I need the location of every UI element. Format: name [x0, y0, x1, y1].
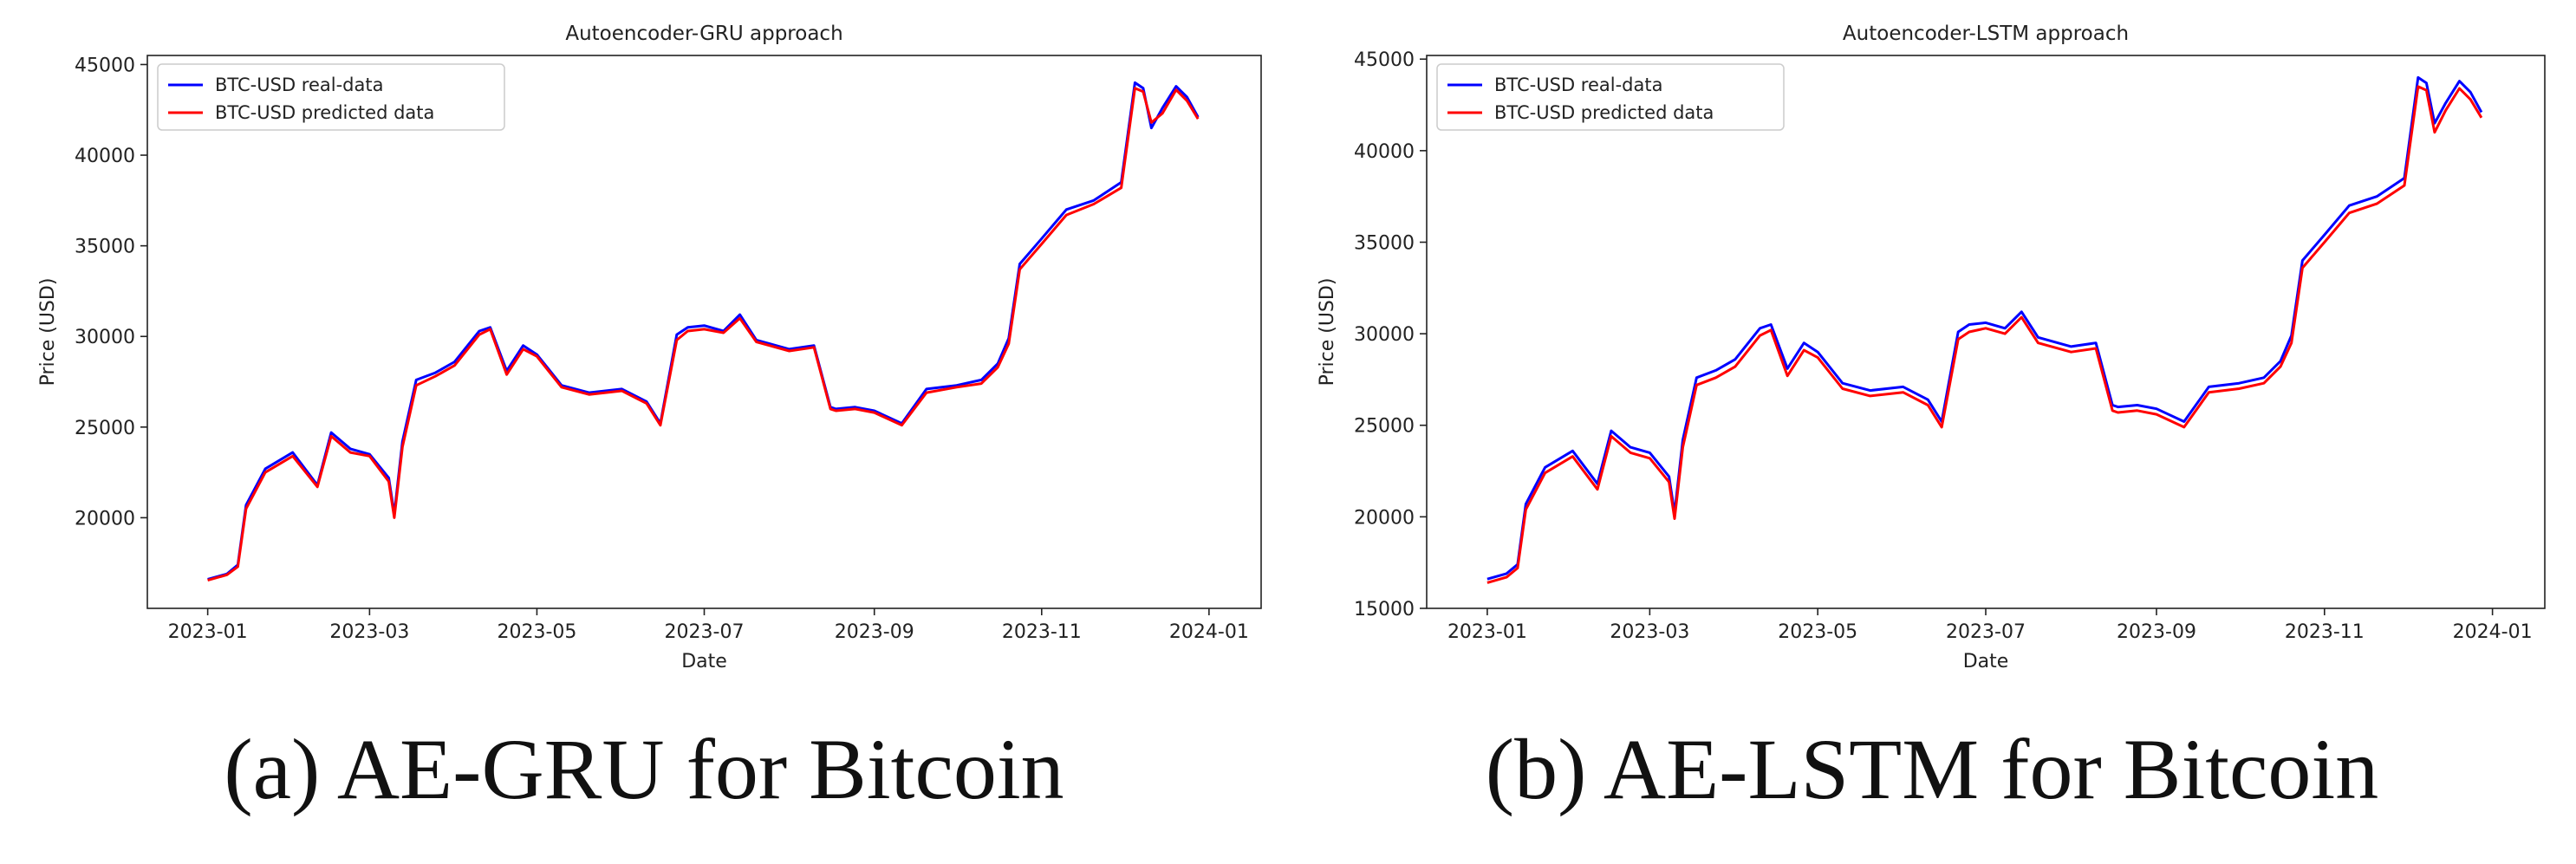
plot-frame	[146, 55, 1262, 609]
legend-label: BTC-USD real-data	[1494, 75, 1662, 95]
legend-label: BTC-USD predicted data	[1494, 102, 1714, 123]
plot-frame	[1426, 55, 2546, 609]
x-tick-label: 2023-07	[665, 621, 745, 643]
y-axis-label: Price (USD)	[37, 278, 59, 387]
x-tick-label: 2023-09	[835, 621, 914, 643]
y-axis-label: Price (USD)	[1317, 278, 1338, 387]
legend-box	[1436, 63, 1785, 131]
x-tick-label: 2023-03	[329, 621, 409, 643]
x-tick-label: 2024-01	[2453, 621, 2533, 643]
y-tick-label: 40000	[1354, 141, 1415, 163]
x-tick-label: 2023-11	[1002, 621, 1082, 643]
y-tick-label: 45000	[1354, 49, 1415, 71]
x-tick-label: 2023-01	[168, 621, 248, 643]
caption-ae-lstm: (b) AE-LSTM for Bitcoin	[1485, 721, 2379, 817]
x-tick-label: 2023-03	[1610, 621, 1689, 643]
y-tick-label: 20000	[1354, 507, 1415, 529]
x-tick-label: 2023-11	[2285, 621, 2365, 643]
x-axis-label: Date	[681, 651, 727, 672]
legend-box	[157, 63, 505, 131]
chart-ae-gru: Autoencoder-GRU approach 20000 25000 30000 3…	[37, 23, 1262, 672]
y-tick-label: 25000	[1354, 416, 1415, 438]
chart-title: Autoencoder-GRU approach	[565, 23, 842, 45]
y-tick-label: 45000	[75, 55, 135, 76]
panel-ae-gru: Autoencoder-GRU approach 20000 25000 30000 3…	[37, 23, 1262, 817]
series-line-predicted	[207, 87, 1200, 582]
x-tick-label: 2023-09	[2117, 621, 2196, 643]
x-axis-label: Date	[1963, 651, 2009, 672]
x-tick-label: 2023-07	[1946, 621, 2026, 643]
y-tick-label: 35000	[75, 237, 135, 258]
chart-title: Autoencoder-LSTM approach	[1843, 23, 2129, 45]
panel-ae-lstm: Autoencoder-LSTM approach 15000 20000 25000…	[1288, 0, 2576, 864]
x-tick-label: 2023-05	[497, 621, 576, 643]
y-tick-label: 25000	[75, 418, 135, 439]
y-tick-label: 30000	[1354, 324, 1415, 346]
series-line-real	[207, 81, 1200, 581]
legend-label: BTC-USD predicted data	[215, 102, 434, 123]
x-tick-label: 2023-01	[1447, 621, 1527, 643]
series-line-predicted	[1486, 85, 2483, 584]
caption-ae-gru: (a) AE-GRU for Bitcoin	[224, 721, 1064, 817]
y-tick-label: 40000	[75, 146, 135, 167]
x-tick-label: 2024-01	[1169, 621, 1249, 643]
y-tick-label: 20000	[75, 508, 135, 529]
x-tick-label: 2023-05	[1778, 621, 1857, 643]
y-tick-label: 35000	[1354, 232, 1415, 254]
y-tick-label: 30000	[75, 327, 135, 348]
series-line-real	[1486, 75, 2483, 581]
y-tick-label: 15000	[1354, 599, 1415, 620]
legend-label: BTC-USD real-data	[215, 75, 383, 95]
chart-ae-lstm: Autoencoder-LSTM approach 15000 20000 25000…	[1317, 23, 2546, 672]
